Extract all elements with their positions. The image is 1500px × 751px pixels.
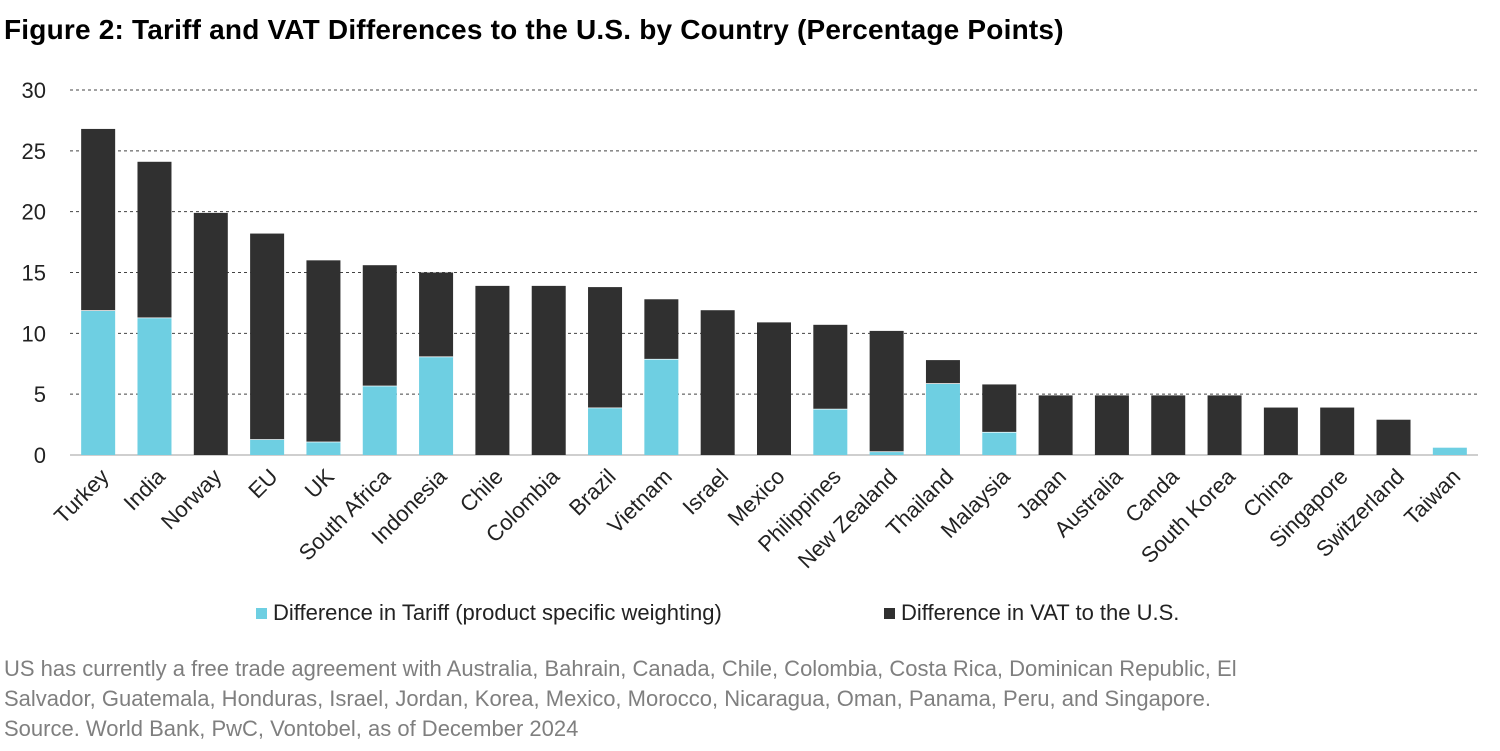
x-tick-label: Taiwan — [1399, 464, 1465, 530]
bar-vat — [362, 265, 397, 386]
y-tick-label: 20 — [22, 200, 46, 225]
footnote-line-1: US has currently a free trade agreement … — [4, 656, 1237, 681]
bar-vat — [982, 384, 1017, 432]
footnote-line-2: Salvador, Guatemala, Honduras, Israel, J… — [4, 686, 1211, 711]
y-tick-label: 30 — [22, 78, 46, 103]
bar-vat — [419, 272, 454, 357]
bar-vat — [1263, 407, 1298, 455]
bar-vat — [1376, 419, 1411, 455]
y-tick-label: 5 — [34, 382, 46, 407]
bar-tariff — [306, 441, 341, 455]
bar-vat — [1207, 395, 1242, 455]
x-tick-label: India — [119, 463, 171, 515]
legend-label-tariff: Difference in Tariff (product specific w… — [273, 600, 722, 625]
bar-vat — [193, 212, 228, 455]
bar-vat — [475, 285, 510, 455]
bar-vat — [588, 287, 623, 408]
bar-tariff — [813, 408, 848, 455]
bar-vat — [644, 299, 679, 359]
bar-tariff — [1432, 447, 1467, 455]
bar-tariff — [588, 407, 623, 455]
bar-vat — [1320, 407, 1355, 455]
bar-vat — [1038, 395, 1073, 455]
y-tick-label: 25 — [22, 139, 46, 164]
bar-vat — [1094, 395, 1129, 455]
bar-tariff — [81, 310, 116, 455]
bar-vat — [81, 128, 116, 311]
legend-label-vat: Difference in VAT to the U.S. — [901, 600, 1180, 625]
bar-tariff — [137, 317, 172, 455]
bar-vat — [700, 310, 735, 455]
bar-vat — [531, 285, 566, 455]
footnote-line-3: Source. World Bank, PwC, Vontobel, as of… — [4, 716, 579, 741]
y-tick-label: 0 — [34, 443, 46, 468]
bar-tariff — [250, 439, 285, 455]
y-axis-ticks: 0 5 10 15 20 25 30 — [22, 78, 46, 468]
chart-title: Figure 2: Tariff and VAT Differences to … — [4, 14, 1064, 45]
legend-swatch-tariff — [256, 607, 267, 619]
bar-vat — [925, 360, 960, 384]
y-tick-label: 15 — [22, 261, 46, 286]
x-tick-label: UK — [300, 464, 340, 504]
bars — [81, 128, 1467, 455]
bar-tariff — [644, 358, 679, 455]
legend-item-vat: Difference in VAT to the U.S. — [884, 600, 1179, 626]
y-tick-label: 10 — [22, 321, 46, 346]
bar-tariff — [419, 356, 454, 455]
bar-tariff — [362, 385, 397, 455]
x-tick-label: Turkey — [49, 464, 114, 529]
bar-tariff — [925, 383, 960, 455]
x-tick-label: Chile — [455, 464, 508, 517]
x-tick-label: EU — [243, 464, 282, 503]
bar-tariff — [982, 431, 1017, 455]
footnotes: US has currently a free trade agreement … — [4, 654, 1237, 744]
bar-vat — [869, 330, 904, 452]
legend: Difference in Tariff (product specific w… — [0, 600, 1500, 634]
x-tick-label: Norway — [156, 464, 226, 534]
bar-vat — [757, 322, 791, 455]
bar-tariff — [869, 451, 904, 455]
bar-vat — [813, 324, 848, 409]
bar-vat — [137, 161, 172, 318]
bar-vat — [250, 233, 285, 440]
bar-vat — [306, 260, 341, 442]
legend-item-tariff: Difference in Tariff (product specific w… — [256, 600, 722, 626]
legend-swatch-vat — [884, 607, 895, 619]
bar-vat — [1151, 395, 1186, 455]
